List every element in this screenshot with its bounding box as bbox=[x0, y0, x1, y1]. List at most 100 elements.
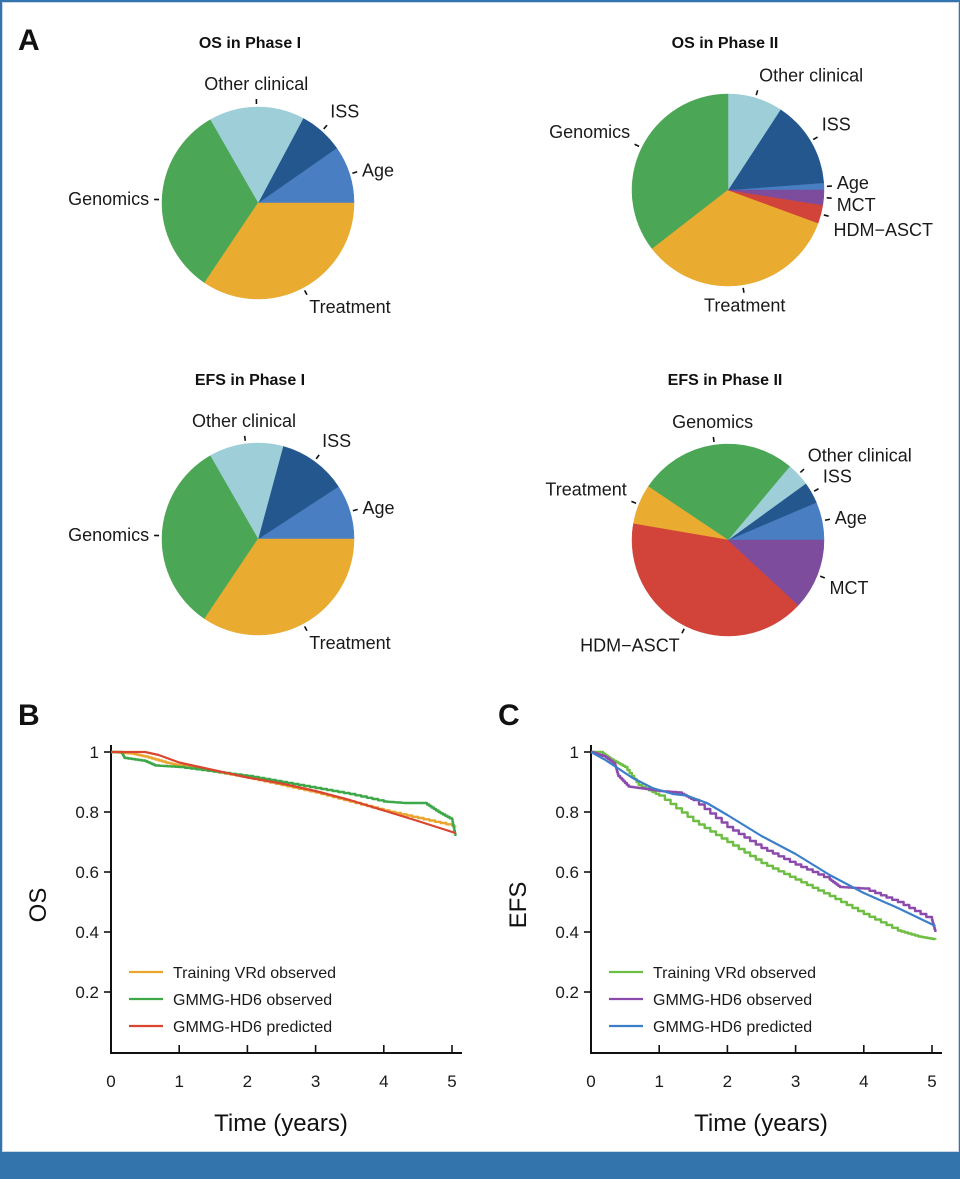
x-tick-label: 3 bbox=[791, 1072, 800, 1091]
pie-label-tick bbox=[812, 136, 818, 141]
pie-title: OS in Phase II bbox=[672, 35, 779, 52]
x-tick-label: 1 bbox=[174, 1072, 183, 1091]
panel-label-b: B bbox=[18, 699, 40, 732]
pie-os-phase2: OS in Phase II Age ISS Other clinical Genom… bbox=[549, 35, 933, 316]
y-tick-label: 0.6 bbox=[555, 863, 579, 882]
pie-os-phase1: OS in Phase I Age ISS Other clinical Genomi… bbox=[68, 35, 394, 317]
pie-label-tick bbox=[315, 454, 320, 460]
pie-efs-phase1: EFS in Phase I Age ISS Other clinical Genom… bbox=[68, 372, 394, 653]
y-tick-label: 0.6 bbox=[75, 863, 99, 882]
pie-title: EFS in Phase II bbox=[668, 372, 783, 389]
pie-label-tick bbox=[303, 625, 308, 632]
y-tick-label: 0.2 bbox=[555, 983, 579, 1002]
pie-label-other-clinical: Other clinical bbox=[759, 66, 863, 86]
pie-label-tick bbox=[681, 628, 685, 634]
y-tick-label: 0.2 bbox=[75, 983, 99, 1002]
y-tick-label: 0.8 bbox=[555, 803, 579, 822]
x-tick-label: 5 bbox=[927, 1072, 936, 1091]
pie-label-mct: MCT bbox=[837, 195, 876, 215]
pie-label-tick bbox=[352, 508, 358, 512]
pie-label-tick bbox=[742, 287, 745, 293]
y-tick-label: 1 bbox=[570, 743, 579, 762]
pie-label-tick bbox=[243, 435, 247, 441]
panel-label-a: A bbox=[18, 24, 40, 57]
legend-item-gmmg-hd6-observed: GMMG-HD6 observed bbox=[653, 992, 812, 1009]
pie-slice-other-clinical bbox=[209, 106, 304, 204]
pie-label-genomics: Genomics bbox=[549, 122, 630, 142]
x-tick-label: 0 bbox=[586, 1072, 595, 1091]
pie-label-genomics: Genomics bbox=[672, 412, 753, 432]
pie-title: EFS in Phase I bbox=[195, 372, 305, 389]
pie-label-tick bbox=[824, 518, 831, 522]
pie-label-tick bbox=[352, 171, 358, 175]
pie-slice-genomics bbox=[631, 93, 729, 250]
pie-label-age: Age bbox=[363, 498, 395, 518]
pie-label-tick bbox=[634, 143, 640, 148]
pie-label-iss: ISS bbox=[322, 431, 351, 451]
pie-slice-genomics bbox=[161, 119, 259, 284]
y-axis-label: OS bbox=[25, 888, 52, 923]
x-tick-label: 4 bbox=[859, 1072, 868, 1091]
pie-label-other-clinical: Other clinical bbox=[204, 74, 308, 94]
series-line-training-vrd-observed bbox=[591, 750, 937, 941]
pie-label-tick bbox=[631, 500, 637, 505]
x-tick-label: 3 bbox=[311, 1072, 320, 1091]
y-tick-label: 0.4 bbox=[75, 923, 99, 942]
pie-label-tick bbox=[813, 488, 819, 492]
pie-slice-mct bbox=[727, 189, 825, 206]
pie-label-hdm-asct: HDM−ASCT bbox=[834, 220, 934, 240]
pie-label-treatment: Treatment bbox=[704, 296, 785, 316]
pie-slice-hdm-asct bbox=[631, 523, 799, 637]
pie-slice-treatment bbox=[204, 202, 355, 300]
x-tick-label: 2 bbox=[243, 1072, 252, 1091]
legend-item-training-vrd-observed: Training VRd observed bbox=[653, 965, 816, 982]
pie-label-treatment: Treatment bbox=[545, 480, 626, 500]
y-tick-label: 0.4 bbox=[555, 923, 579, 942]
y-tick-label: 1 bbox=[90, 743, 99, 762]
pie-label-other-clinical: Other clinical bbox=[808, 446, 912, 466]
pie-title: OS in Phase I bbox=[199, 35, 301, 52]
legend-item-gmmg-hd6-observed: GMMG-HD6 observed bbox=[173, 992, 332, 1009]
pie-label-age: Age bbox=[835, 508, 867, 528]
series-line-gmmg-hd6-observed bbox=[111, 750, 457, 836]
pie-label-tick bbox=[755, 90, 759, 96]
pie-label-mct: MCT bbox=[830, 578, 869, 598]
pie-label-other-clinical: Other clinical bbox=[192, 411, 296, 431]
x-tick-label: 1 bbox=[654, 1072, 663, 1091]
series-line-gmmg-hd6-observed bbox=[591, 750, 937, 932]
series-line-gmmg-hd6-predicted bbox=[111, 750, 456, 835]
pie-slice-treatment bbox=[651, 189, 819, 287]
y-axis-label: EFS bbox=[505, 882, 532, 929]
y-tick-label: 0.8 bbox=[75, 803, 99, 822]
pie-slice-iss bbox=[727, 109, 824, 191]
legend-item-gmmg-hd6-predicted: GMMG-HD6 predicted bbox=[173, 1019, 332, 1036]
pie-slice-other-clinical bbox=[209, 442, 284, 540]
pie-slice-genomics bbox=[161, 455, 259, 620]
pie-label-treatment: Treatment bbox=[309, 633, 390, 653]
legend-item-training-vrd-observed: Training VRd observed bbox=[173, 965, 336, 982]
km-chart-os: 0.2 0.4 0.6 0.8 1 0 1 2 3 4 5 Time (years) OS Trainin… bbox=[25, 743, 462, 1137]
x-tick-label: 0 bbox=[106, 1072, 115, 1091]
series-line-gmmg-hd6-predicted bbox=[590, 751, 936, 927]
pie-slice-iss bbox=[257, 446, 339, 540]
pie-label-iss: ISS bbox=[823, 466, 852, 486]
pie-label-tick bbox=[712, 436, 715, 443]
pie-label-hdm-asct: HDM−ASCT bbox=[580, 636, 680, 656]
pie-label-tick bbox=[799, 468, 805, 474]
x-tick-label: 5 bbox=[447, 1072, 456, 1091]
x-tick-label: 2 bbox=[723, 1072, 732, 1091]
pie-label-treatment: Treatment bbox=[309, 297, 390, 317]
pie-label-genomics: Genomics bbox=[68, 189, 149, 209]
pie-label-age: Age bbox=[362, 160, 394, 180]
pie-label-iss: ISS bbox=[330, 102, 359, 122]
pie-label-tick bbox=[823, 214, 829, 217]
pie-label-tick bbox=[323, 124, 328, 130]
x-tick-label: 4 bbox=[379, 1072, 388, 1091]
panel-label-c: C bbox=[498, 699, 520, 732]
x-axis-label: Time (years) bbox=[694, 1110, 828, 1137]
km-chart-efs: 0.2 0.4 0.6 0.8 1 0 1 2 3 4 5 Time (years) EFS Traini… bbox=[505, 743, 942, 1137]
x-axis-label: Time (years) bbox=[214, 1110, 348, 1137]
pie-slice-treatment bbox=[204, 538, 355, 636]
